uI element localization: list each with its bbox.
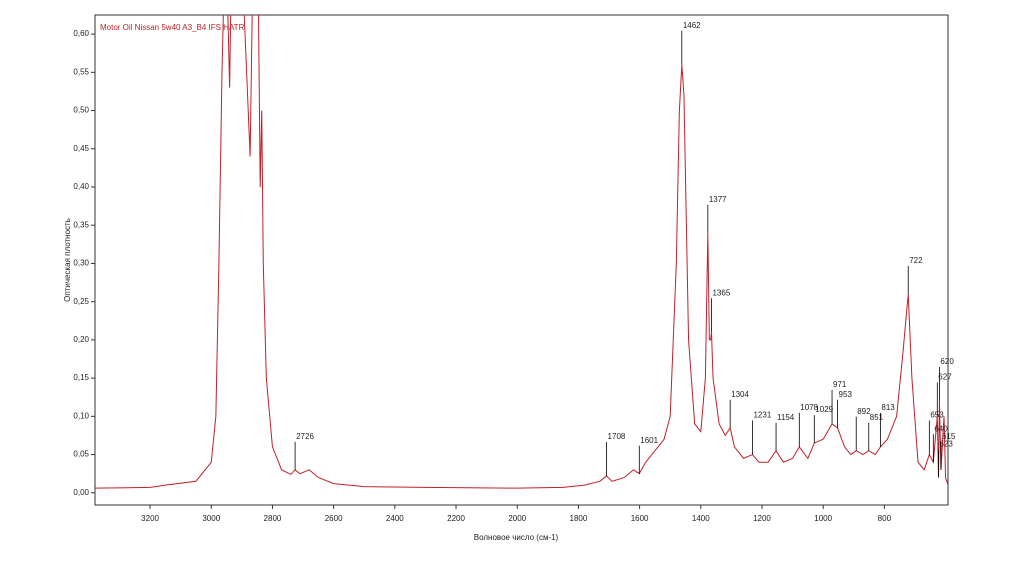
x-tick-label: 2800: [264, 514, 282, 523]
x-tick-label: 3000: [202, 514, 220, 523]
chart-title: Motor Oil Nissan 5w40 A3_B4 IFS HATR: [100, 23, 245, 32]
x-tick-label: 2000: [508, 514, 526, 523]
x-axis-label: Волновое число (см-1): [474, 533, 559, 542]
peak-label: 1708: [608, 432, 626, 441]
y-tick-label: 0,25: [73, 297, 89, 306]
x-tick-label: 1200: [753, 514, 771, 523]
y-tick-label: 0,40: [73, 182, 89, 191]
x-tick-label: 800: [878, 514, 892, 523]
peak-label: 615: [942, 432, 956, 441]
peak-label: 851: [870, 413, 884, 422]
x-tick-label: 2600: [325, 514, 343, 523]
plot-frame: [94, 14, 949, 506]
peak-label: 620: [940, 357, 954, 366]
y-tick-label: 0,10: [73, 411, 89, 420]
peak-label: 971: [833, 380, 847, 389]
peak-label: 1304: [731, 390, 749, 399]
peak-label: 1365: [712, 288, 730, 297]
spectrum-line: [95, 15, 948, 489]
y-tick-label: 0,55: [73, 67, 89, 76]
x-tick-label: 2400: [386, 514, 404, 523]
peak-label: 1377: [709, 195, 727, 204]
peak-label: 1601: [640, 436, 658, 445]
y-axis-label: Оптическая плотность: [63, 218, 72, 302]
y-tick-label: 0,45: [73, 144, 89, 153]
x-tick-label: 1400: [692, 514, 710, 523]
peak-label: 627: [938, 372, 952, 381]
y-tick-label: 0,05: [73, 450, 89, 459]
peak-label: 1078: [800, 403, 818, 412]
y-tick-label: 0,30: [73, 259, 89, 268]
x-tick-label: 2200: [447, 514, 465, 523]
plot-area: [95, 15, 948, 489]
peak-label: 722: [909, 256, 923, 265]
x-tick-label: 3200: [141, 514, 159, 523]
x-tick-label: 1000: [814, 514, 832, 523]
peak-label: 640: [934, 424, 948, 433]
peak-label: 1231: [753, 411, 771, 420]
peak-label: 892: [857, 407, 871, 416]
y-tick-label: 0,20: [73, 335, 89, 344]
peak-label: 623: [940, 440, 954, 449]
x-tick-label: 1600: [631, 514, 649, 523]
y-tick-label: 0,35: [73, 220, 89, 229]
x-tick-label: 1800: [570, 514, 588, 523]
y-tick-label: 0,60: [73, 29, 89, 38]
y-tick-label: 0,15: [73, 373, 89, 382]
peak-label: 953: [839, 390, 853, 399]
y-tick-label: 0,00: [73, 488, 89, 497]
peak-label: 1029: [815, 405, 833, 414]
peak-label: 1462: [683, 21, 701, 30]
peak-label: 2726: [296, 432, 314, 441]
y-tick-label: 0,50: [73, 106, 89, 115]
peak-label: 813: [881, 403, 895, 412]
peak-label: 1154: [777, 413, 795, 422]
